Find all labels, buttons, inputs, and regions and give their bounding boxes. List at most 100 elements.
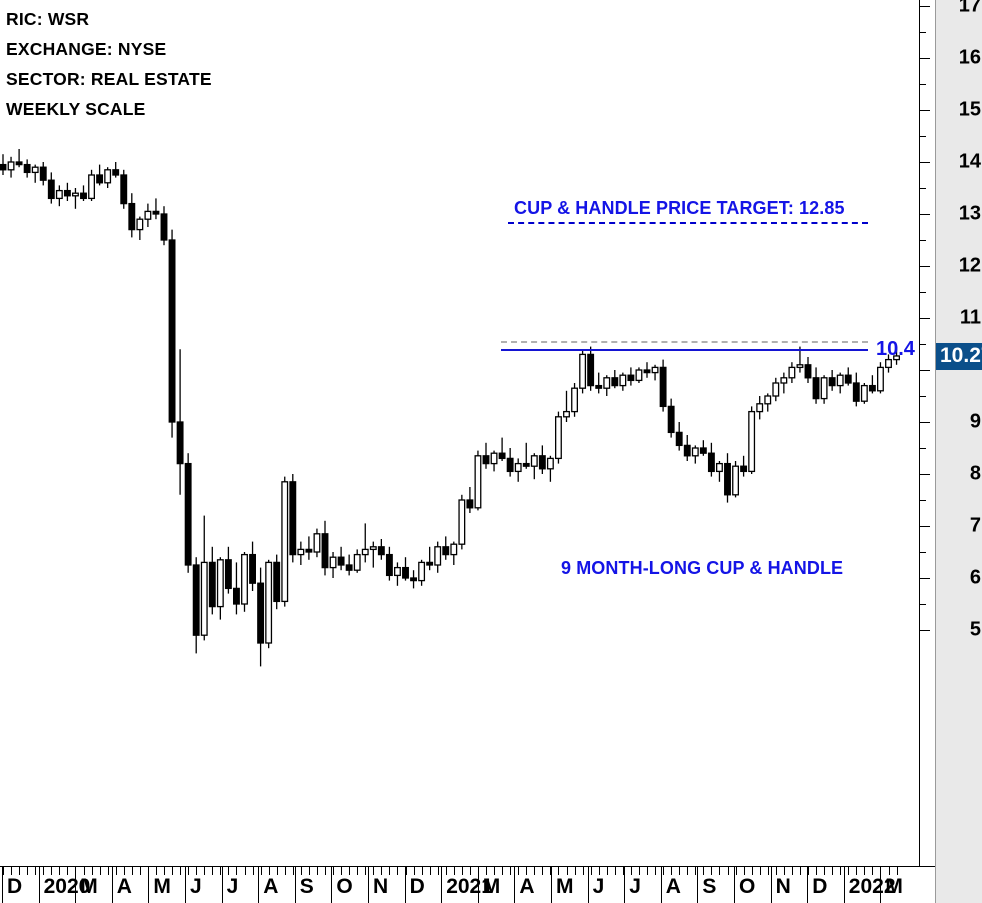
y-tick-major-14 xyxy=(919,162,930,163)
x-axis-label-2022-23: 2022 xyxy=(848,875,896,898)
x-tick-week xyxy=(486,866,487,875)
x-tick-week xyxy=(155,866,157,875)
y-tick-minor-15.5 xyxy=(919,84,926,85)
x-tick-week xyxy=(429,866,431,875)
x-tick-week xyxy=(510,866,512,875)
x-tick-week xyxy=(389,866,391,875)
x-axis-label-S-19: S xyxy=(702,875,717,898)
x-tick-week xyxy=(518,866,520,875)
x-tick-week xyxy=(469,866,471,875)
x-axis-label-2021-12: 2021 xyxy=(446,875,493,898)
x-month-separator-14 xyxy=(514,866,516,903)
x-month-separator-10 xyxy=(368,866,369,903)
x-tick-week xyxy=(687,866,689,875)
x-tick-week xyxy=(832,866,834,875)
y-tick-major-5 xyxy=(919,630,930,631)
x-tick-week xyxy=(51,866,53,875)
x-month-separator-17 xyxy=(624,866,626,903)
x-month-separator-9 xyxy=(331,866,333,903)
x-axis-label-S-8: S xyxy=(299,875,314,898)
price-plot-area xyxy=(0,149,900,667)
x-tick-week xyxy=(808,866,809,875)
x-tick-week xyxy=(123,866,125,875)
x-tick-week xyxy=(630,866,632,875)
x-month-separator-6 xyxy=(221,866,223,903)
x-tick-week xyxy=(405,866,407,875)
x-tick-week xyxy=(542,866,544,875)
y-tick-minor-7.5 xyxy=(919,500,926,501)
x-month-separator-2 xyxy=(75,866,77,903)
info-line-ric: RIC: WSR xyxy=(6,9,90,29)
x-axis-label-M-13: M xyxy=(482,875,501,898)
x-tick-week xyxy=(19,866,21,875)
x-tick-week xyxy=(131,866,133,875)
x-tick-week xyxy=(107,866,109,875)
x-tick-week xyxy=(164,866,165,875)
x-tick-week xyxy=(180,866,182,875)
y-tick-major-7 xyxy=(919,526,930,527)
x-month-separator-24 xyxy=(880,866,882,903)
x-tick-week xyxy=(437,866,439,875)
gray-reference-line xyxy=(501,341,868,344)
x-tick-week xyxy=(260,866,262,875)
x-axis-label-M-24: M xyxy=(885,875,903,898)
info-line-exchange: EXCHANGE: NYSE xyxy=(6,39,167,59)
x-tick-week xyxy=(598,866,600,875)
y-axis-label-11: 11 xyxy=(959,306,981,329)
y-tick-minor-14.5 xyxy=(919,136,926,137)
resistance-line xyxy=(501,349,868,352)
x-month-separator-7 xyxy=(258,866,260,903)
x-tick-week xyxy=(139,866,141,875)
x-tick-week xyxy=(325,866,326,875)
x-month-separator-4 xyxy=(148,866,150,903)
x-month-separator-13 xyxy=(477,866,479,903)
x-tick-week xyxy=(308,866,310,875)
price-target-line xyxy=(508,221,868,224)
x-axis-label-A-18: A xyxy=(665,875,681,898)
x-tick-week xyxy=(526,866,528,875)
y-tick-minor-12.5 xyxy=(919,240,926,241)
x-tick-week xyxy=(276,866,278,875)
x-month-separator-12 xyxy=(441,866,443,903)
x-axis-label-A-3: A xyxy=(116,875,132,898)
x-tick-week xyxy=(349,866,351,875)
x-tick-week xyxy=(502,866,504,875)
last-price-badge[interactable]: 10.27 xyxy=(936,342,982,370)
x-tick-week xyxy=(759,866,761,875)
y-tick-major-13 xyxy=(919,214,930,215)
x-axis-label-M-2: M xyxy=(80,875,98,898)
x-tick-week xyxy=(35,866,37,875)
y-tick-minor-13.5 xyxy=(919,188,926,189)
x-tick-week xyxy=(11,866,13,875)
x-tick-week xyxy=(558,866,560,875)
x-tick-week xyxy=(284,866,286,875)
y-tick-minor-8.5 xyxy=(919,448,926,449)
x-tick-week xyxy=(872,866,874,875)
x-tick-week xyxy=(888,866,890,875)
x-tick-week xyxy=(719,866,721,875)
x-tick-week xyxy=(751,866,753,875)
x-tick-week xyxy=(663,866,665,875)
x-tick-week xyxy=(864,866,866,875)
x-tick-week xyxy=(365,866,367,875)
x-month-separator-15 xyxy=(551,866,552,903)
x-month-separator-23 xyxy=(843,866,845,903)
x-tick-week xyxy=(606,866,608,875)
x-tick-week xyxy=(848,866,850,875)
x-tick-week xyxy=(743,866,745,875)
x-tick-week xyxy=(582,866,584,875)
info-line-sector: SECTOR: REAL ESTATE xyxy=(6,69,212,89)
x-tick-week xyxy=(172,866,174,875)
x-tick-week xyxy=(212,866,214,875)
x-tick-week xyxy=(824,866,826,875)
x-tick-week xyxy=(357,866,359,875)
y-axis-label-17: 17 xyxy=(958,0,981,17)
x-month-separator-5 xyxy=(185,866,186,903)
y-tick-major-9 xyxy=(919,422,930,423)
x-tick-week xyxy=(461,866,463,875)
y-axis-label-6: 6 xyxy=(969,566,981,589)
x-axis-label-D-11: D xyxy=(409,875,425,898)
x-axis-label-M-15: M xyxy=(556,875,574,898)
x-tick-week xyxy=(695,866,697,875)
info-line-scale: WEEKLY SCALE xyxy=(6,99,146,119)
